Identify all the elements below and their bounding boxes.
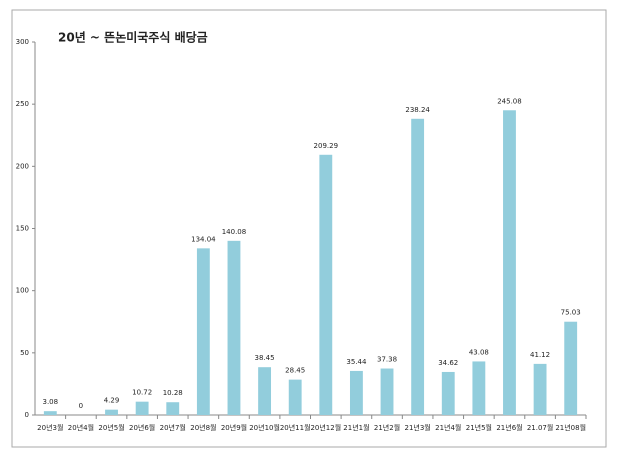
bar [564,321,578,415]
x-tick-label: 20년4월 [68,423,94,432]
x-tick-label: 21년6월 [496,423,522,432]
y-tick-label: 150 [16,225,29,233]
value-label: 10.28 [163,389,183,397]
x-tick-label: 21년4월 [435,423,461,432]
value-label: 0 [79,402,83,410]
bar [288,379,302,415]
bar [227,240,241,415]
y-tick-label: 50 [20,349,29,357]
bar [319,154,333,415]
bar [349,370,363,415]
value-label: 245.08 [497,97,522,105]
bar [533,363,547,415]
x-tick-label: 20년9월 [221,423,247,432]
y-tick-label: 200 [16,162,29,170]
value-label: 38.45 [255,354,275,362]
x-tick-label: 21년3월 [405,423,431,432]
x-tick-label: 20년12월 [310,423,341,432]
value-label: 10.72 [132,389,152,397]
x-tick-label: 20년3월 [37,423,63,432]
y-tick-label: 250 [16,100,29,108]
bar [105,409,118,415]
value-label: 34.62 [438,359,458,367]
bar [135,401,149,415]
value-label: 140.08 [222,228,247,236]
value-label: 43.08 [469,348,489,356]
value-label: 41.12 [530,351,550,359]
x-tick-label: 20년6월 [129,423,155,432]
value-label: 37.38 [377,356,397,364]
x-tick-label: 21년08월 [555,423,586,432]
value-label: 28.45 [285,367,305,375]
value-label: 134.04 [191,235,216,243]
bar [196,248,210,415]
x-tick-label: 20년8월 [190,423,216,432]
bar [441,371,455,415]
chart-frame [11,9,607,448]
x-tick-label: 21년2월 [374,423,400,432]
value-label: 35.44 [346,358,367,366]
value-label: 209.29 [314,142,339,150]
bar [43,411,57,415]
x-tick-label: 20년5월 [98,423,124,432]
bar [472,361,486,415]
y-tick-label: 0 [25,411,29,419]
x-tick-label: 20년11월 [280,423,311,432]
bar [411,118,425,415]
bar [166,402,180,415]
bar [380,368,394,415]
value-label: 4.29 [104,397,120,405]
x-tick-label: 21년1월 [343,423,369,432]
x-tick-label: 20년10월 [249,423,280,432]
x-tick-label: 21.07월 [527,423,553,432]
bar [258,367,272,415]
value-label: 238.24 [405,106,430,114]
value-label: 75.03 [561,309,581,317]
x-tick-label: 20년7월 [160,423,186,432]
y-tick-label: 100 [16,287,29,295]
chart-title: 20년 ~ 뜬논미국주식 배당금 [58,30,208,45]
bar [503,110,516,415]
value-label: 3.08 [43,398,59,406]
y-tick-label: 300 [16,38,29,46]
x-tick-label: 21년5월 [466,423,492,432]
